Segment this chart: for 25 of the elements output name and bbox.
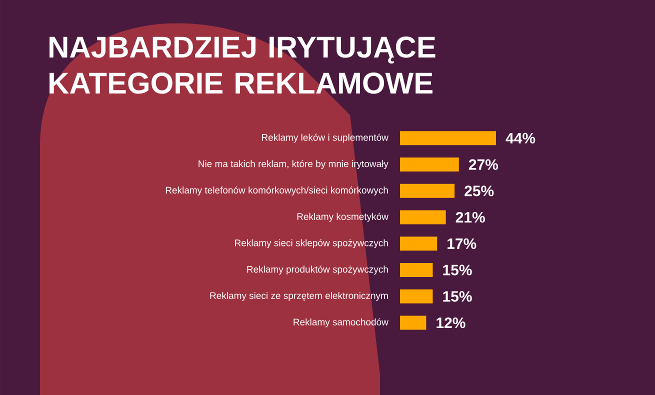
bar [400, 184, 455, 198]
y-tick-label: Reklamy kosmetyków [297, 212, 388, 222]
y-tick-label: Reklamy sieci sklepów spożywczych [235, 239, 388, 248]
bar [400, 158, 459, 172]
bar [400, 131, 496, 146]
y-tick-label: Reklamy samochodów [294, 318, 388, 328]
data-label: 21% [456, 212, 485, 223]
y-tick-label: Nie ma takich reklam, które by mnie irytowały [198, 160, 388, 170]
data-label: 27% [468, 159, 498, 170]
bar [400, 316, 426, 330]
data-label: 15% [443, 264, 472, 276]
data-label: 17% [448, 238, 476, 249]
y-tick-label: Reklamy sieci ze sprzętem elektronicznym [210, 292, 388, 301]
data-label: 44% [506, 132, 536, 144]
bar [400, 210, 446, 224]
bar [400, 289, 433, 304]
bar [400, 236, 438, 251]
bar [400, 263, 433, 278]
data-label: 25% [464, 186, 494, 196]
data-label: 15% [443, 291, 472, 302]
data-label: 12% [436, 318, 466, 328]
y-tick-label: Reklamy telefonów komórkowych/sieci komórkowych [166, 186, 388, 196]
chart-title: NAJBARDZIEJ IRYTUJĄCE KATEGORIE REKLAMOWE [50, 36, 436, 94]
y-tick-label: Reklamy produktów spożywczych [247, 266, 388, 275]
y-tick-label: Reklamy leków i suplementów [262, 134, 388, 143]
